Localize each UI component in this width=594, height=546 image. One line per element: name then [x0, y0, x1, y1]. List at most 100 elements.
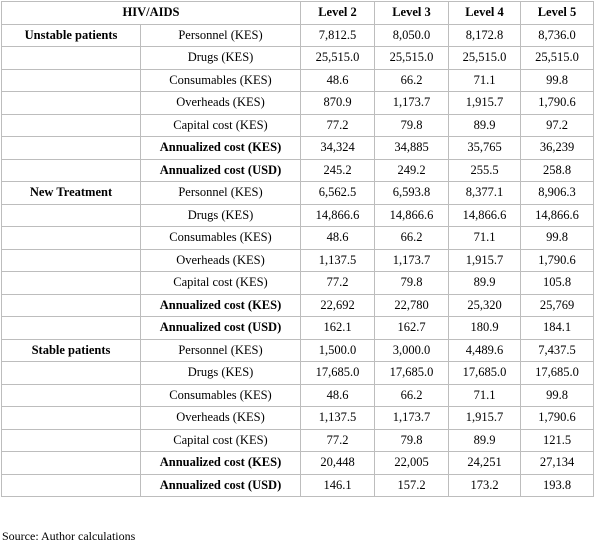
value-cell: 8,906.3: [520, 181, 594, 205]
item-label: Drugs (KES): [140, 361, 301, 385]
value-cell: 8,377.1: [448, 181, 521, 205]
item-label: Capital cost (KES): [140, 271, 301, 295]
value-cell: 14,866.6: [300, 203, 375, 227]
item-label: Personnel (KES): [140, 181, 301, 205]
value-cell: 97.2: [520, 113, 594, 137]
item-label: Personnel (KES): [140, 338, 301, 362]
item-label: Annualized cost (KES): [140, 293, 301, 317]
table-row: Stable patients Personnel (KES) 1,500.0 3,0…: [1, 338, 594, 362]
cost-table: HIV/AIDS Level 2 Level 3 Level 4 Level 5 Unst…: [1, 1, 594, 497]
item-label: Consumables (KES): [140, 383, 301, 407]
value-cell: 25,515.0: [300, 46, 375, 70]
value-cell: 71.1: [448, 383, 521, 407]
value-cell: 146.1: [300, 473, 375, 497]
value-cell: 17,685.0: [374, 361, 449, 385]
table-row: Capital cost (KES) 77.2 79.8 89.9 97.2: [1, 113, 594, 137]
table-row: Annualized cost (USD) 245.2 249.2 255.5 258.…: [1, 158, 594, 182]
value-cell: 25,769: [520, 293, 594, 317]
value-cell: 1,790.6: [520, 248, 594, 272]
empty-cell: [1, 271, 141, 295]
value-cell: 22,005: [374, 451, 449, 475]
table-row: Annualized cost (USD) 162.1 162.7 180.9 184.…: [1, 316, 594, 340]
value-cell: 34,885: [374, 136, 449, 160]
value-cell: 77.2: [300, 113, 375, 137]
value-cell: 1,173.7: [374, 406, 449, 430]
value-cell: 1,790.6: [520, 91, 594, 115]
header-cell: Level 4: [448, 1, 521, 25]
value-cell: 99.8: [520, 68, 594, 92]
table-row: New Treatment Personnel (KES) 6,562.5 6,593…: [1, 181, 594, 205]
value-cell: 1,137.5: [300, 406, 375, 430]
empty-cell: [1, 293, 141, 317]
value-cell: 66.2: [374, 68, 449, 92]
value-cell: 255.5: [448, 158, 521, 182]
value-cell: 157.2: [374, 473, 449, 497]
value-cell: 77.2: [300, 271, 375, 295]
table-row: Overheads (KES) 870.9 1,173.7 1,915.7 1,790.…: [1, 91, 594, 115]
empty-cell: [1, 203, 141, 227]
value-cell: 3,000.0: [374, 338, 449, 362]
value-cell: 1,915.7: [448, 406, 521, 430]
value-cell: 6,593.8: [374, 181, 449, 205]
item-label: Annualized cost (KES): [140, 451, 301, 475]
value-cell: 35,765: [448, 136, 521, 160]
value-cell: 79.8: [374, 113, 449, 137]
value-cell: 48.6: [300, 68, 375, 92]
value-cell: 14,866.6: [374, 203, 449, 227]
item-label: Annualized cost (USD): [140, 473, 301, 497]
value-cell: 99.8: [520, 226, 594, 250]
value-cell: 870.9: [300, 91, 375, 115]
value-cell: 6,562.5: [300, 181, 375, 205]
empty-cell: [1, 383, 141, 407]
item-label: Annualized cost (KES): [140, 136, 301, 160]
empty-cell: [1, 248, 141, 272]
item-label: Overheads (KES): [140, 91, 301, 115]
header-cell: Level 3: [374, 1, 449, 25]
value-cell: 8,736.0: [520, 23, 594, 47]
value-cell: 1,790.6: [520, 406, 594, 430]
item-label: Drugs (KES): [140, 203, 301, 227]
value-cell: 17,685.0: [300, 361, 375, 385]
table-row: Drugs (KES) 25,515.0 25,515.0 25,515.0 25,51…: [1, 46, 594, 70]
value-cell: 25,515.0: [520, 46, 594, 70]
table-row: Capital cost (KES) 77.2 79.8 89.9 121.5: [1, 428, 594, 452]
value-cell: 66.2: [374, 383, 449, 407]
value-cell: 1,173.7: [374, 248, 449, 272]
value-cell: 17,685.0: [520, 361, 594, 385]
source-note: Source: Author calculations: [2, 529, 136, 543]
empty-cell: [1, 451, 141, 475]
empty-cell: [1, 68, 141, 92]
empty-cell: [1, 406, 141, 430]
empty-cell: [1, 113, 141, 137]
table-row: Consumables (KES) 48.6 66.2 71.1 99.8: [1, 383, 594, 407]
value-cell: 17,685.0: [448, 361, 521, 385]
value-cell: 22,780: [374, 293, 449, 317]
header-cell: HIV/AIDS: [1, 1, 301, 25]
empty-cell: [1, 158, 141, 182]
item-label: Personnel (KES): [140, 23, 301, 47]
item-label: Consumables (KES): [140, 68, 301, 92]
value-cell: 79.8: [374, 271, 449, 295]
value-cell: 48.6: [300, 226, 375, 250]
value-cell: 89.9: [448, 428, 521, 452]
table-row: Annualized cost (USD) 146.1 157.2 173.2 193.…: [1, 473, 594, 497]
value-cell: 34,324: [300, 136, 375, 160]
header-cell: Level 5: [520, 1, 594, 25]
value-cell: 1,137.5: [300, 248, 375, 272]
value-cell: 71.1: [448, 68, 521, 92]
group-label: Stable patients: [1, 338, 141, 362]
item-label: Capital cost (KES): [140, 428, 301, 452]
value-cell: 1,173.7: [374, 91, 449, 115]
value-cell: 258.8: [520, 158, 594, 182]
value-cell: 89.9: [448, 271, 521, 295]
item-label: Drugs (KES): [140, 46, 301, 70]
value-cell: 27,134: [520, 451, 594, 475]
value-cell: 66.2: [374, 226, 449, 250]
empty-cell: [1, 226, 141, 250]
empty-cell: [1, 473, 141, 497]
table-row: Drugs (KES) 14,866.6 14,866.6 14,866.6 14,86…: [1, 203, 594, 227]
value-cell: 7,437.5: [520, 338, 594, 362]
group-label: New Treatment: [1, 181, 141, 205]
empty-cell: [1, 46, 141, 70]
